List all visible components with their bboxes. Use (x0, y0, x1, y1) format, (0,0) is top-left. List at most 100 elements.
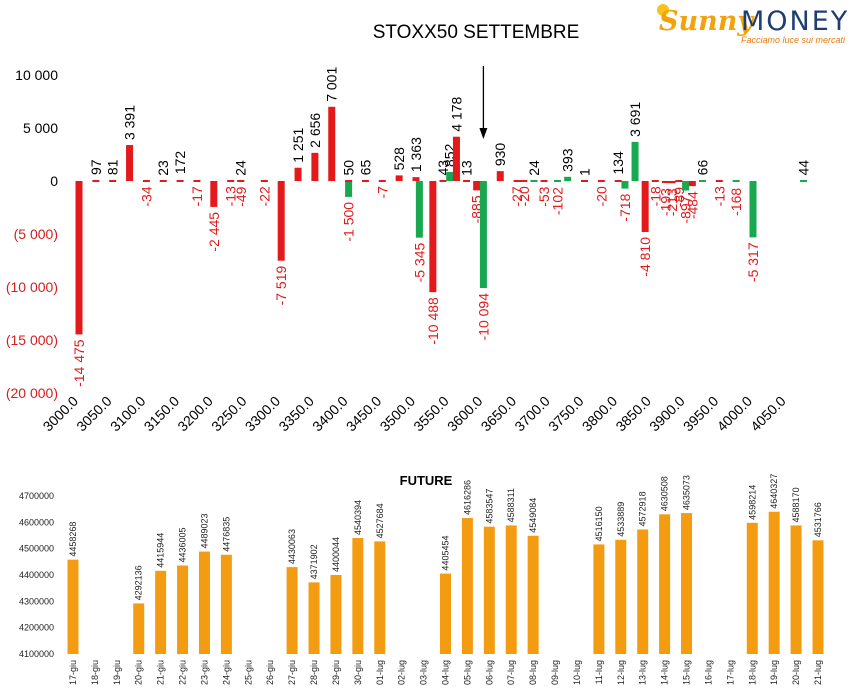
data-label: 65 (357, 160, 373, 176)
data-label: 66 (694, 160, 710, 176)
bar (715, 180, 723, 182)
logo-word-sunny: Sunny (659, 6, 754, 37)
bar (439, 180, 447, 182)
data-label: 4430063 (287, 529, 297, 564)
bar (527, 535, 539, 654)
bar (564, 176, 572, 181)
data-label: 24 (526, 160, 542, 176)
y-tick-label: 4100000 (19, 649, 54, 659)
x-tick-label: 05-lug (462, 660, 472, 685)
bar (328, 106, 336, 181)
bar (374, 541, 386, 654)
bar (92, 180, 100, 182)
x-tick-label: 3400.0 (309, 393, 351, 435)
data-label: 4598214 (747, 485, 757, 520)
data-label: 4527684 (375, 503, 385, 538)
chart-title: STOXX50 SETTEMBRE (373, 22, 580, 43)
data-label: 4588170 (791, 487, 801, 522)
data-label: -168 (728, 188, 744, 216)
data-label: 4476835 (221, 517, 231, 552)
x-tick-label: 3900.0 (646, 393, 688, 435)
data-label: -22 (256, 186, 272, 206)
x-tick-label: 28-giu (309, 660, 319, 685)
bar (732, 180, 740, 182)
bar (345, 181, 353, 197)
x-tick-label: 02-lug (397, 660, 407, 685)
data-label: 4489023 (199, 514, 209, 549)
x-tick-label: 21-giu (156, 660, 166, 685)
x-tick-label: 3250.0 (208, 393, 250, 435)
bar (554, 180, 562, 182)
data-label: 4516150 (594, 506, 604, 541)
data-label: -53 (536, 186, 552, 206)
logo-tagline: Facciamo luce sui mercati (741, 35, 846, 45)
x-tick-label: 03-lug (419, 660, 429, 685)
data-label: -14 475 (71, 339, 87, 387)
bar (637, 529, 649, 654)
data-label: -89 (671, 187, 687, 207)
data-label: -5 345 (411, 242, 427, 282)
x-tick-label: 01-lug (375, 660, 385, 685)
data-label: -718 (617, 193, 633, 221)
x-tick-label: 11-lug (594, 660, 604, 684)
x-tick-label: 29-giu (331, 660, 341, 685)
x-tick-label: 3750.0 (545, 393, 587, 435)
bar (142, 180, 150, 182)
x-tick-label: 12-lug (616, 660, 626, 685)
x-tick-label: 15-lug (682, 660, 692, 685)
bar (395, 175, 403, 181)
bar (126, 145, 134, 181)
bar (286, 567, 298, 654)
data-label: 4415944 (156, 533, 166, 568)
x-tick-label: 3050.0 (73, 393, 115, 435)
x-tick-label: 10-lug (572, 660, 582, 685)
x-tick-label: 3300.0 (242, 393, 284, 435)
bar (483, 526, 495, 654)
x-tick-label: 06-lug (484, 660, 494, 685)
data-label: 3 391 (122, 105, 138, 140)
bar (67, 559, 79, 654)
bar (530, 180, 538, 182)
data-label: 23 (155, 160, 171, 176)
data-label: 2 656 (307, 113, 323, 148)
data-label: -20 (516, 186, 532, 206)
bar (621, 181, 629, 189)
sunny-money-logo: Sunny MONEY Facciamo luce sui mercati (655, 4, 850, 48)
bar (193, 180, 201, 182)
bar (668, 181, 676, 184)
bar (440, 573, 451, 654)
x-tick-label: 4000.0 (714, 393, 756, 435)
data-label: 50 (341, 160, 357, 176)
data-label: -20 (593, 186, 609, 206)
logo-word-money: MONEY (741, 6, 850, 37)
data-label: -13 (223, 186, 239, 206)
bar (330, 574, 342, 654)
x-tick-label: 25-giu (243, 660, 253, 685)
bar (220, 554, 232, 654)
sun-icon (657, 4, 669, 16)
data-label: 4583547 (484, 489, 494, 524)
bar (641, 181, 649, 232)
data-label: 4635073 (682, 475, 692, 510)
x-tick-label: 20-giu (134, 660, 144, 685)
bar (412, 177, 420, 181)
bar (159, 180, 167, 182)
data-label: -1 500 (341, 202, 357, 242)
x-tick-label: 3500.0 (377, 393, 419, 435)
data-label: 930 (492, 143, 508, 167)
data-label: 1 363 (408, 137, 424, 172)
bar (294, 167, 302, 181)
marker-arrow-head (479, 128, 488, 139)
x-tick-label: 3150.0 (141, 393, 183, 435)
y-tick-label: 4200000 (19, 623, 54, 633)
x-tick-label: 19-lug (769, 660, 779, 685)
data-label: 24 (233, 160, 249, 176)
x-tick-label: 3800.0 (579, 393, 621, 435)
chart-title: FUTURE (400, 473, 453, 488)
bar (237, 180, 245, 182)
data-label: 4533889 (616, 502, 626, 537)
bar (513, 180, 521, 182)
data-label: 4458268 (68, 522, 78, 557)
bar (520, 180, 528, 182)
y-tick-label: 4300000 (19, 596, 54, 606)
